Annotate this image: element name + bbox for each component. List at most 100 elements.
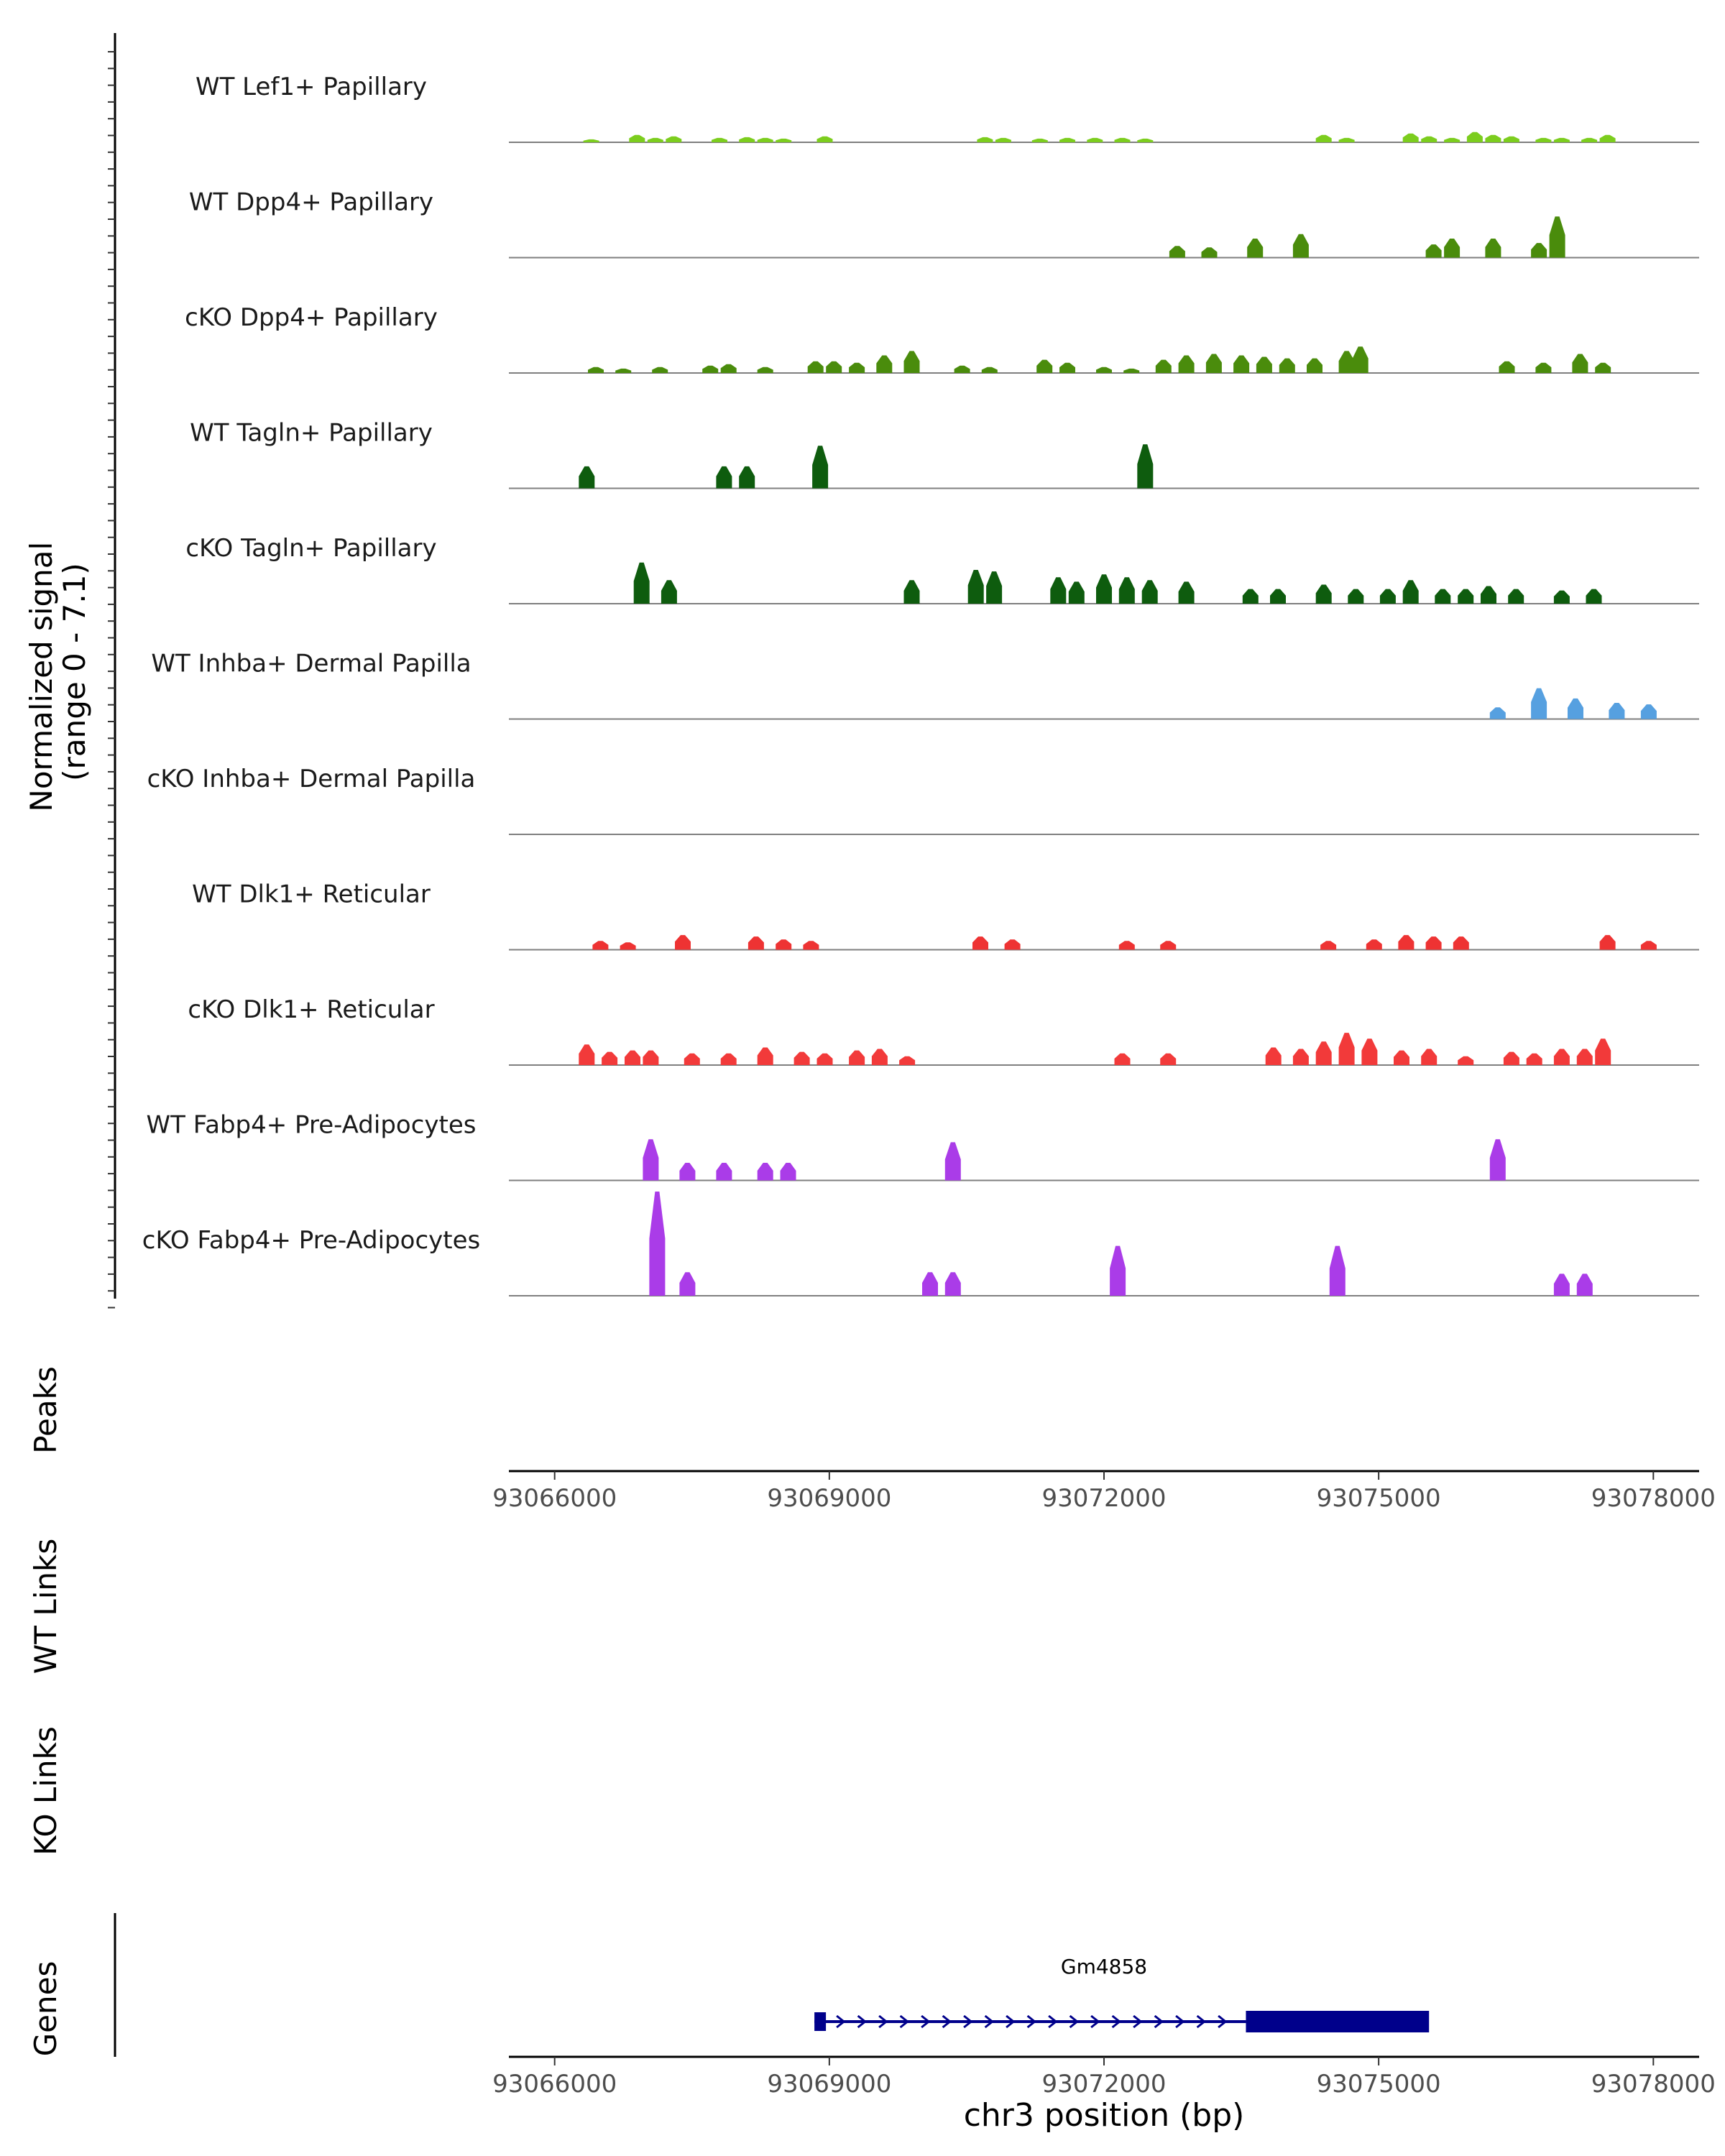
strand-arrow-icon	[1111, 2014, 1122, 2029]
strand-arrow-icon	[1006, 2014, 1016, 2029]
coverage-peak	[1087, 137, 1103, 142]
x-axis-label: chr3 position (bp)	[964, 2097, 1245, 2134]
peaks-panel-label: Peaks	[28, 1366, 63, 1454]
track-label: WT Dlk1+ Reticular	[192, 880, 431, 909]
coverage-peak	[643, 1050, 659, 1065]
coverage-peak	[1242, 589, 1259, 604]
x-tick-label: 93066000	[492, 2070, 617, 2099]
coverage-peak	[1586, 589, 1602, 604]
coverage-peak	[812, 446, 829, 489]
coverage-peak	[1458, 589, 1474, 604]
coverage-peak	[629, 134, 645, 142]
coverage-peak	[1576, 1049, 1593, 1065]
coverage-peak	[1270, 589, 1286, 604]
coverage-peak	[1481, 586, 1496, 604]
strand-arrow-icon	[1196, 2014, 1207, 2029]
strand-arrow-icon	[899, 2014, 910, 2029]
coverage-peak	[620, 942, 636, 950]
coverage-peak	[1572, 354, 1588, 373]
coverage-peak	[702, 365, 719, 373]
track-label: cKO Inhba+ Dermal Papilla	[147, 765, 476, 793]
coverage-peak	[1178, 355, 1195, 373]
coverage-peak	[1160, 941, 1177, 950]
coverage-tracks: WT Lef1+ Papillary WT Dpp4+ Papillary cKO …	[142, 73, 1699, 1296]
track-label: cKO Dlk1+ Reticular	[188, 995, 434, 1024]
coverage-peak	[1205, 354, 1222, 373]
coverage-peak	[1640, 704, 1657, 719]
coverage-peak	[643, 1139, 659, 1181]
coverage-peak	[1036, 359, 1053, 373]
coverage-peak	[803, 941, 819, 950]
coverage-peak	[954, 365, 970, 373]
coverage-peak	[1279, 358, 1295, 373]
coverage-peak	[1485, 134, 1501, 142]
coverage-peak	[679, 1272, 696, 1296]
coverage-peak	[1068, 581, 1085, 604]
coverage-peak	[579, 1044, 595, 1065]
coverage-peak	[1320, 941, 1337, 950]
coverage-peak	[1141, 580, 1158, 604]
coverage-peak	[967, 570, 984, 604]
track-wt-lef1-papillary: WT Lef1+ Papillary	[196, 73, 1699, 143]
wt-links-panel-label: WT Links	[28, 1539, 63, 1674]
coverage-peak	[981, 367, 998, 373]
coverage-peak	[826, 361, 842, 373]
x-tick-label: 93072000	[1041, 2070, 1166, 2099]
coverage-peak	[1553, 1049, 1570, 1065]
x-tick-label: 93075000	[1317, 1484, 1441, 1513]
track-cko-inhba-dermal-papilla: cKO Inhba+ Dermal Papilla	[147, 765, 1699, 835]
coverage-peak	[1581, 137, 1598, 142]
strand-arrow-icon	[836, 2014, 846, 2029]
coverage-peak	[977, 137, 993, 142]
coverage-peak	[876, 355, 893, 373]
coverage-peak	[1599, 134, 1616, 142]
coverage-peak	[1096, 574, 1112, 604]
coverage-peak	[1169, 246, 1185, 258]
coverage-peak	[1338, 137, 1355, 142]
coverage-peak	[1155, 359, 1172, 373]
coverage-peak	[1110, 1245, 1126, 1296]
coverage-peak	[1599, 935, 1616, 950]
coverage-peak	[652, 367, 668, 373]
coverage-peak	[1458, 1056, 1474, 1065]
coverage-peak	[1059, 362, 1075, 373]
coverage-peak	[1526, 1053, 1542, 1065]
coverage-peak	[615, 368, 632, 373]
coverage-peak	[1425, 936, 1442, 950]
y-axis-label-line2: (range 0 - 7.1)	[57, 563, 92, 781]
coverage-peak	[1031, 138, 1048, 142]
coverage-peak	[625, 1050, 640, 1065]
coverage-peak	[1453, 936, 1469, 950]
coverage-peak	[1576, 1273, 1593, 1296]
coverage-peak	[986, 571, 1003, 604]
coverage-peak	[757, 1047, 773, 1065]
coverage-peak	[1595, 1038, 1611, 1065]
coverage-peak	[1315, 134, 1332, 142]
coverage-peak	[1568, 698, 1583, 719]
strand-arrow-icon	[878, 2014, 888, 2029]
coverage-peak	[1535, 137, 1552, 142]
coverage-peak	[757, 367, 773, 373]
coverage-peak	[1338, 1033, 1355, 1065]
coverage-peak	[592, 941, 609, 950]
coverage-peak	[1059, 137, 1075, 142]
coverage-peak	[757, 137, 773, 142]
track-cko-dlk1-reticular: cKO Dlk1+ Reticular	[188, 995, 1699, 1066]
strand-arrow-icon	[1175, 2014, 1185, 2029]
track-label: WT Dpp4+ Papillary	[189, 188, 433, 217]
coverage-peak	[995, 137, 1011, 142]
coverage-peak	[583, 139, 599, 142]
coverage-peak	[1265, 1047, 1282, 1065]
coverage-peak	[780, 1163, 796, 1181]
coverage-peak	[1508, 589, 1524, 604]
x-tick-label: 93069000	[767, 1484, 891, 1513]
strand-arrow-icon	[1026, 2014, 1037, 2029]
coverage-peak	[1123, 368, 1140, 373]
coverage-peak	[944, 1142, 961, 1181]
coverage-peak	[1118, 941, 1135, 950]
coverage-peak	[776, 939, 792, 950]
track-label: WT Inhba+ Dermal Papilla	[151, 650, 471, 678]
coverage-peak	[739, 466, 755, 489]
coverage-peak	[1553, 137, 1570, 142]
